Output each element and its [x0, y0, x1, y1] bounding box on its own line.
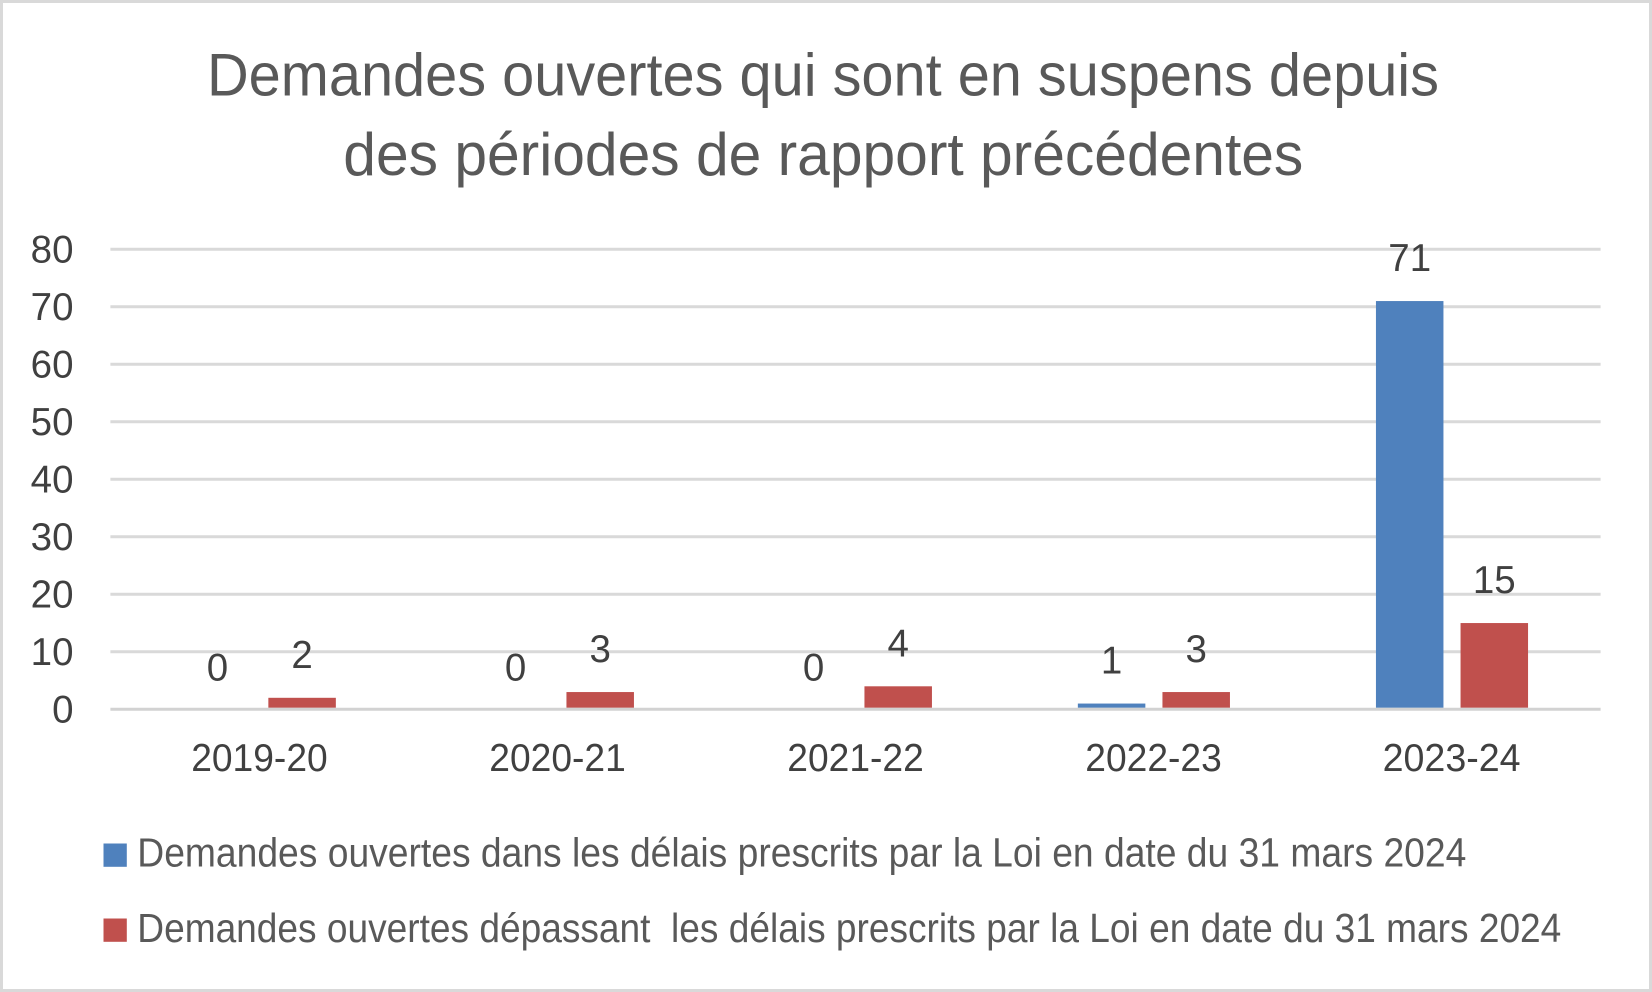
svg-text:60: 60	[31, 344, 74, 387]
svg-text:50: 50	[31, 401, 74, 444]
svg-text:Demandes ouvertes dans les dél: Demandes ouvertes dans les délais prescr…	[137, 830, 1466, 876]
svg-text:0: 0	[52, 689, 73, 732]
svg-text:0: 0	[803, 646, 824, 689]
svg-text:0: 0	[207, 646, 228, 689]
svg-text:2021-22: 2021-22	[787, 737, 924, 780]
svg-text:des périodes de rapport précéd: des périodes de rapport précédentes	[343, 121, 1303, 188]
svg-text:40: 40	[31, 459, 74, 502]
svg-text:Demandes ouvertes qui sont en: Demandes ouvertes qui sont en suspens de…	[207, 42, 1439, 109]
svg-text:2: 2	[291, 634, 312, 677]
svg-text:1: 1	[1101, 640, 1122, 683]
svg-text:3: 3	[1185, 628, 1206, 671]
svg-text:Demandes ouvertes dépassant l: Demandes ouvertes dépassant les délais p…	[137, 905, 1561, 951]
svg-text:80: 80	[31, 229, 74, 272]
svg-text:2020-21: 2020-21	[489, 737, 626, 780]
svg-text:70: 70	[31, 286, 74, 329]
svg-text:0: 0	[505, 646, 526, 689]
svg-text:71: 71	[1388, 237, 1431, 280]
svg-text:10: 10	[31, 631, 74, 674]
svg-text:2022-23: 2022-23	[1085, 737, 1222, 780]
svg-text:15: 15	[1473, 559, 1516, 602]
svg-text:3: 3	[589, 628, 610, 671]
svg-text:2023-24: 2023-24	[1383, 737, 1521, 780]
svg-text:2019-20: 2019-20	[191, 737, 328, 780]
svg-text:20: 20	[31, 574, 74, 617]
svg-text:4: 4	[887, 622, 908, 665]
svg-text:30: 30	[31, 516, 74, 559]
